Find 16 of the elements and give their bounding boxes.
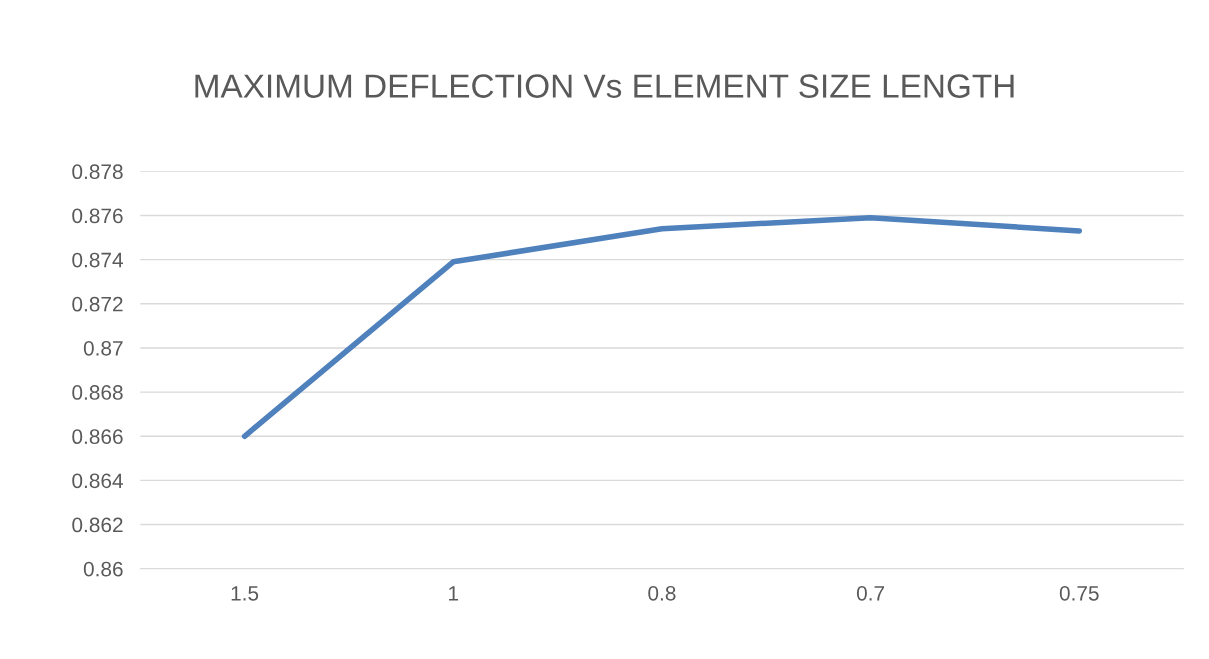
y-tick-label: 0.878 [72, 164, 123, 180]
y-tick-label: 0.872 [72, 296, 123, 312]
x-tick-label: 0.7 [856, 585, 885, 601]
x-tick-label: 1.5 [231, 586, 259, 601]
y-tick-label: 0.862 [72, 517, 123, 533]
y-tick-label: 0.868 [72, 385, 123, 400]
y-tick-label: 0.874 [72, 252, 123, 268]
chart-title: MAXIMUM DEFLECTION Vs ELEMENT SIZE LENGTH [195, 74, 1014, 98]
y-tick-label: 0.86 [83, 561, 123, 577]
x-tick-label: 1 [449, 586, 459, 601]
y-tick-label: 0.864 [72, 473, 123, 489]
x-tick-label: 0.8 [648, 585, 676, 601]
y-tick-label: 0.876 [72, 208, 123, 224]
x-tick-label: 0.75 [1059, 585, 1099, 601]
y-tick-label: 0.87 [83, 340, 123, 356]
y-tick-label: 0.866 [72, 429, 123, 445]
